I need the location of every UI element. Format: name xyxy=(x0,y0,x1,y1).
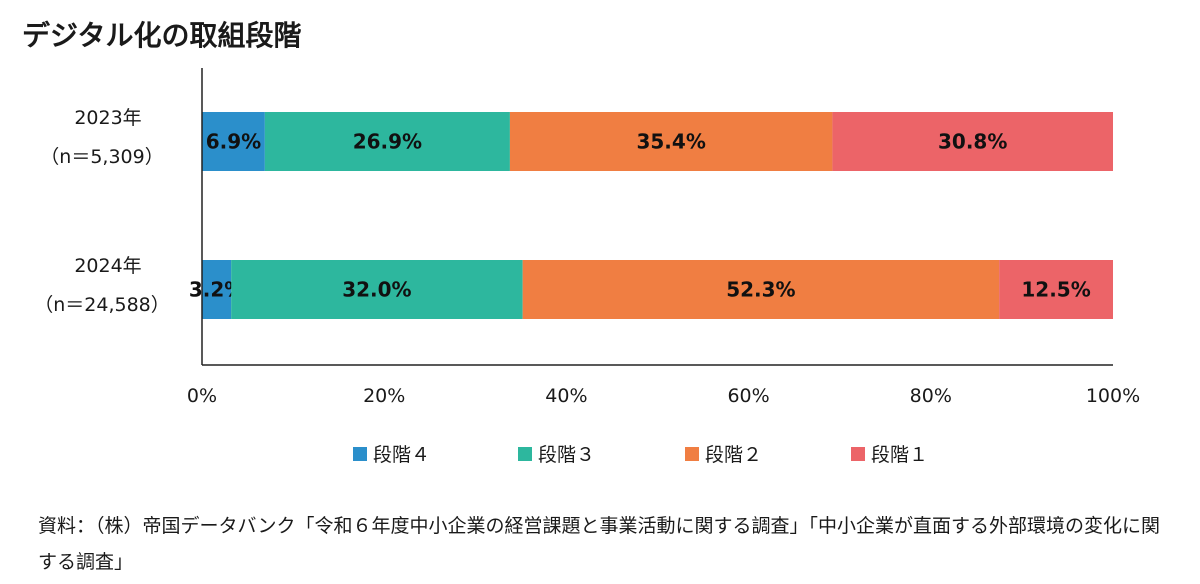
legend-item: 段階２ xyxy=(685,440,762,467)
x-tick-label: 40% xyxy=(545,385,587,407)
axis-group: 2023年 （n＝5,309） 2024年 （n＝24,588） 0% 20% 40% 60%… xyxy=(34,68,1140,407)
legend-swatch xyxy=(851,446,865,461)
x-tick-label: 80% xyxy=(910,385,952,407)
data-label: 35.4% xyxy=(636,130,705,154)
data-label: 12.5% xyxy=(1021,278,1090,302)
category-label-year: 2024年 xyxy=(74,255,141,277)
bar-segment-2-2 xyxy=(231,260,523,319)
bars-group: 6.9% 26.9% 35.4% 30.8%3.2% 32.0% 52.3% 12.5% xyxy=(189,112,1113,319)
legend-label: 段階２ xyxy=(705,444,763,466)
bar-segment-2-1 xyxy=(202,260,232,319)
category-label-year: 2023年 xyxy=(74,107,141,129)
legend-label: 段階１ xyxy=(871,444,929,466)
data-label: 30.8% xyxy=(938,130,1007,154)
legend-item: 段階１ xyxy=(851,440,928,467)
legend-label: 段階４ xyxy=(373,444,431,466)
data-label: 26.9% xyxy=(353,130,422,154)
bar-segment-2-3 xyxy=(522,260,1000,319)
data-label: 6.9% xyxy=(206,130,261,154)
bar-segment-1-4 xyxy=(832,112,1113,171)
legend-swatch xyxy=(353,446,367,461)
legend-item: 段階３ xyxy=(518,440,595,467)
legend-swatch xyxy=(518,446,532,461)
bar-segment-1-3 xyxy=(509,112,833,171)
data-label: 32.0% xyxy=(342,278,411,302)
x-tick-label: 60% xyxy=(727,385,769,407)
x-tick-label: 100% xyxy=(1086,385,1140,407)
bar-segment-1-2 xyxy=(264,112,510,171)
legend-label: 段階３ xyxy=(538,444,596,466)
source-note: 資料：（株）帝国データバンク「令和６年度中小企業の経営課題と事業活動に関する調査… xyxy=(38,515,1160,573)
legend-item: 段階４ xyxy=(353,440,430,467)
bar-segment-1-1 xyxy=(202,112,265,171)
x-tick-label: 0% xyxy=(187,385,217,407)
category-label-n: （n＝24,588） xyxy=(34,294,170,316)
category-label-n: （n＝5,309） xyxy=(40,146,163,168)
legend-swatch xyxy=(685,446,699,461)
legend: 段階４ 段階３ 段階２ 段階１ xyxy=(0,440,1200,467)
bar-segment-2-4 xyxy=(999,260,1113,319)
chart-title: デジタル化の取組段階 xyxy=(22,19,302,52)
x-tick-label: 20% xyxy=(363,385,405,407)
data-label: 52.3% xyxy=(726,278,795,302)
